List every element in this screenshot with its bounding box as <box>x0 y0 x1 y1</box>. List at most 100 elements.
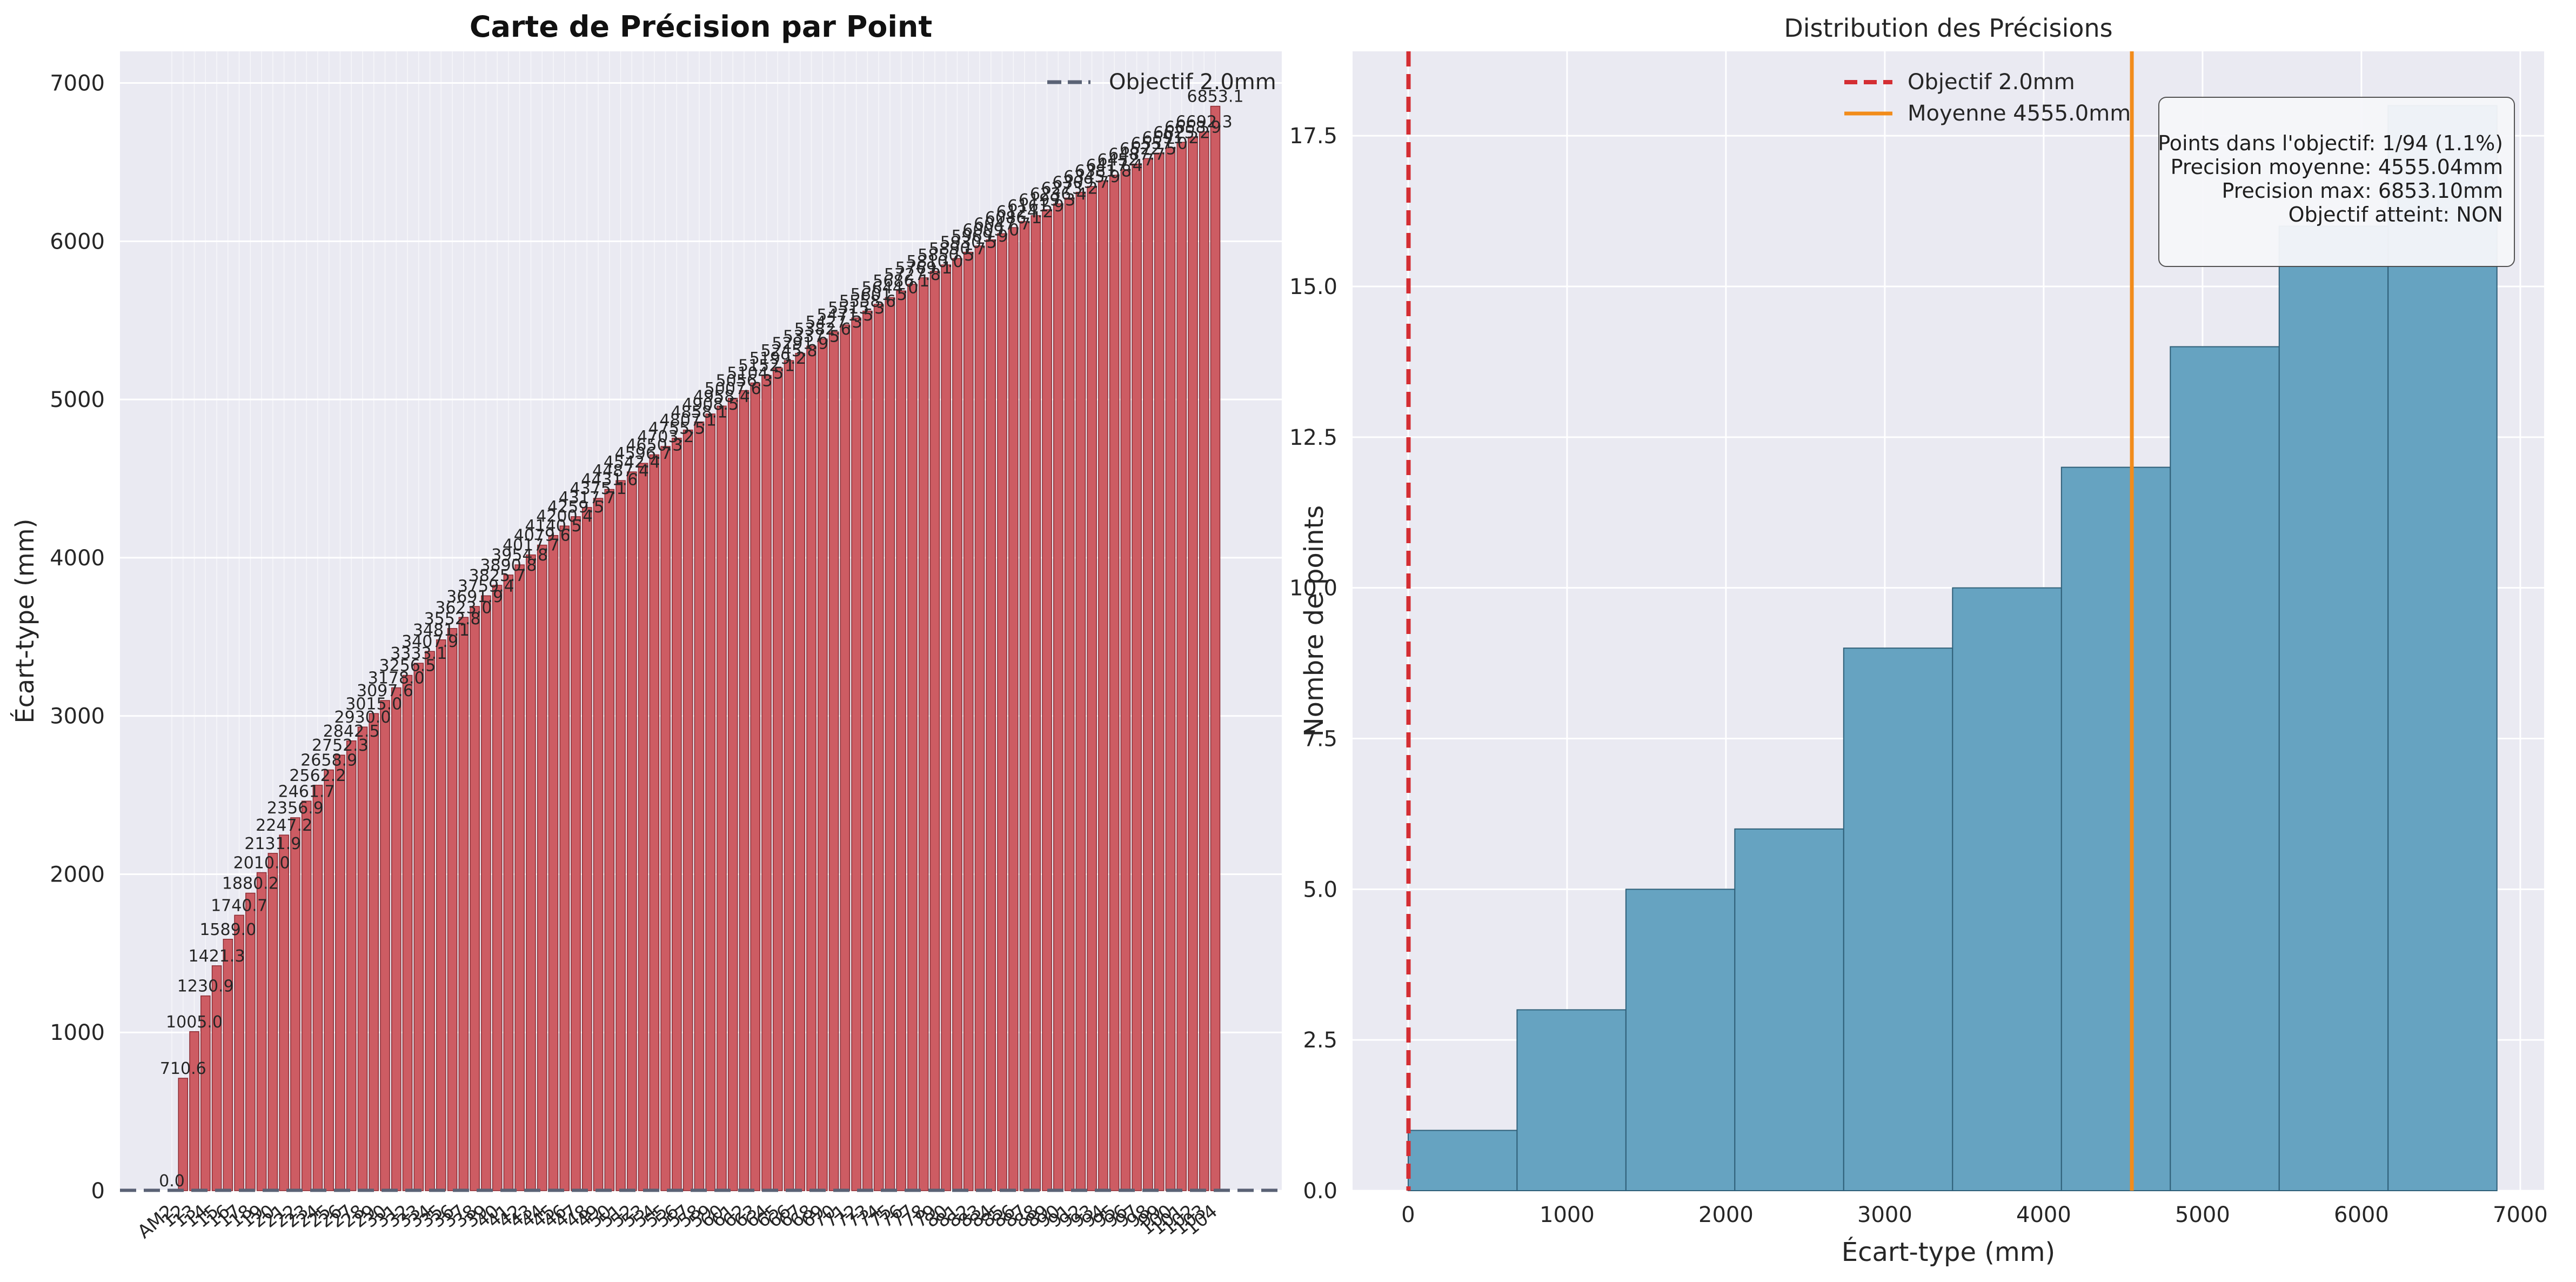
bar-value-label: 2562.2 <box>289 766 346 785</box>
right-chart: 0.0 2.5 5.0 7.5 10.0 12.5 15.0 17.5 0 1000 2000 30… <box>1289 14 2548 1267</box>
histogram-bar <box>2060 466 2171 1191</box>
bar-value-label: 6161.9 <box>1007 197 1064 216</box>
right-y-tick-label: 12.5 <box>1289 425 1337 450</box>
bar-value-label: 5558.6 <box>839 292 896 311</box>
bar-value-label: 6853.1 <box>1187 88 1244 106</box>
right-y-tick-label: 10.0 <box>1289 576 1337 601</box>
bar-value-label: 3481.1 <box>413 621 470 640</box>
bar-value-label: 6345.9 <box>1063 168 1120 186</box>
bar-value-label: 3015.0 <box>345 695 402 713</box>
bar-value-label: 5382.6 <box>794 320 851 339</box>
right-x-ticks: 0 1000 2000 3000 4000 5000 6000 7000 <box>1401 1203 2548 1227</box>
bar-value-label: 5810.0 <box>906 252 963 271</box>
bar-value-label: 5152.1 <box>738 357 795 376</box>
right-x-tick-label: 3000 <box>1857 1203 1912 1227</box>
left-y-tick-label: 0 <box>91 1179 105 1204</box>
bar <box>425 651 435 1191</box>
bar <box>694 421 705 1191</box>
bar <box>1019 221 1030 1191</box>
bar <box>526 554 536 1191</box>
bar <box>1210 105 1221 1191</box>
bar-value-label: 5104.5 <box>727 364 784 383</box>
bar <box>885 297 895 1191</box>
bar <box>593 498 604 1191</box>
bar <box>997 233 1007 1191</box>
bar <box>828 331 839 1191</box>
stats-line-mean: Precision moyenne: 4555.04mm <box>2171 155 2503 179</box>
right-chart-title: Distribution des Précisions <box>1784 14 2112 43</box>
bar <box>761 375 772 1191</box>
bar-value-label: 6273.2 <box>1041 179 1098 198</box>
bar <box>447 628 458 1191</box>
bar-value-label: 6381.8 <box>1075 162 1132 181</box>
bar <box>806 345 817 1191</box>
bar <box>324 769 334 1191</box>
bar <box>267 853 278 1191</box>
bar-value-label: 3552.8 <box>424 610 481 629</box>
bar-value-label: 1740.7 <box>211 896 267 915</box>
bar <box>660 446 671 1191</box>
bar-value-label: 6124.2 <box>996 203 1053 222</box>
bar-value-label: 2930.0 <box>334 708 391 727</box>
bar-value-label: 2356.9 <box>267 799 324 818</box>
bar <box>1120 169 1131 1191</box>
bar-value-label: 3759.4 <box>458 577 514 596</box>
bar <box>840 324 851 1191</box>
bar-value-label: 5337.5 <box>783 327 840 346</box>
bar <box>1008 227 1019 1191</box>
bar <box>1098 180 1108 1191</box>
bar-value-label: 6199.3 <box>1019 191 1075 210</box>
bar <box>1132 163 1142 1191</box>
bar <box>873 304 884 1191</box>
bar-value-label: 6086.1 <box>985 209 1042 228</box>
right-x-axis-label: Écart-type (mm) <box>1842 1237 2055 1267</box>
bar <box>1143 158 1153 1191</box>
bar-value-label: 5769.1 <box>895 259 952 278</box>
bar-value-label: 3097.6 <box>357 682 413 700</box>
bar-value-label: 6658.9 <box>1165 118 1221 137</box>
histogram-bar <box>1625 889 1736 1191</box>
bar <box>974 245 985 1191</box>
bar <box>581 507 592 1191</box>
bar-value-label: 5644.0 <box>861 279 918 298</box>
bar <box>380 700 390 1191</box>
bar <box>929 271 940 1191</box>
left-y-axis-label: Écart-type (mm) <box>10 519 39 724</box>
bar <box>1075 191 1086 1191</box>
bar-value-label: 4375.1 <box>570 479 627 498</box>
histogram-bar <box>1952 587 2062 1191</box>
bar <box>514 564 525 1191</box>
bar <box>941 264 951 1191</box>
bar <box>795 352 806 1191</box>
bar <box>470 606 480 1191</box>
bar-value-label: 2131.9 <box>244 834 301 853</box>
bar-value-label: 1880.2 <box>222 874 279 893</box>
stats-box-frame <box>2158 97 2515 267</box>
left-y-tick-label: 2000 <box>50 862 105 887</box>
left-y-tick-label: 6000 <box>50 229 105 254</box>
bar-value-label: 5245.8 <box>760 342 817 360</box>
bar <box>615 480 626 1191</box>
bar-value-label: 6557.0 <box>1131 134 1188 153</box>
bar-value-label: 5850.5 <box>918 246 974 265</box>
bar <box>952 258 962 1191</box>
bar <box>571 516 581 1191</box>
bar <box>1188 136 1198 1191</box>
bar-value-label: 5291.9 <box>772 335 828 353</box>
right-y-ticks: 0.0 2.5 5.0 7.5 10.0 12.5 15.0 17.5 <box>1289 124 1337 1204</box>
histogram-bar <box>1734 828 1844 1192</box>
bar <box>818 338 828 1191</box>
bar <box>851 317 861 1191</box>
stats-line-max: Precision max: 6853.10mm <box>2222 179 2503 203</box>
bar-value-label: 6236.4 <box>1030 185 1087 204</box>
bar <box>211 965 222 1191</box>
left-y-tick-label: 7000 <box>50 71 105 96</box>
bar <box>1165 147 1176 1191</box>
bar-value-label: 4259.5 <box>547 498 604 517</box>
histogram-bar <box>1516 1009 1627 1192</box>
bar-value-label: 6452.7 <box>1097 151 1154 170</box>
bar <box>559 525 570 1191</box>
bar <box>413 663 424 1191</box>
bar <box>1176 142 1187 1191</box>
bar-value-label: 5056.3 <box>715 372 772 391</box>
